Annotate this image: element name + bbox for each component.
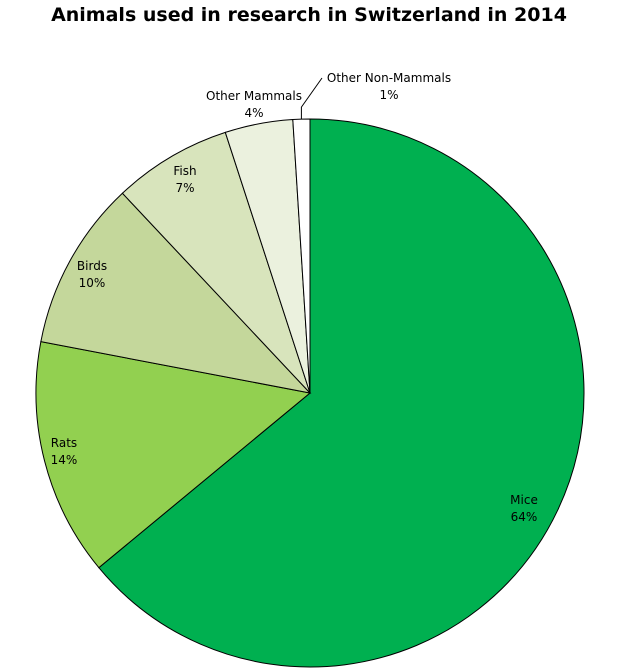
- pie-slice-birds: [40, 192, 312, 394]
- chart-title: Animals used in research in Switzerland …: [51, 4, 567, 26]
- pie-slice-rats: [35, 341, 312, 569]
- pie-slice-mice: [98, 118, 585, 668]
- leader-lines-layer: [300, 77, 323, 120]
- slice-label-other-mammals: Other Mammals 4%: [206, 89, 302, 120]
- slices-layer: [35, 118, 585, 668]
- labels-layer: Mice 64% Rats 14% Birds 10% Fish 7% Other Mammal…: [51, 71, 538, 524]
- pie-slice-other-non-mammals: [292, 118, 311, 394]
- slice-label-fish: Fish 7%: [173, 164, 196, 195]
- slice-label-mice: Mice 64%: [510, 493, 538, 524]
- slice-label-birds: Birds 10%: [77, 259, 107, 290]
- leader-line-other-non-mammals: [300, 77, 323, 120]
- pie-slice-fish: [121, 131, 311, 394]
- slice-label-rats: Rats 14%: [51, 436, 78, 467]
- slice-label-other-non-mammals: Other Non-Mammals 1%: [327, 71, 451, 102]
